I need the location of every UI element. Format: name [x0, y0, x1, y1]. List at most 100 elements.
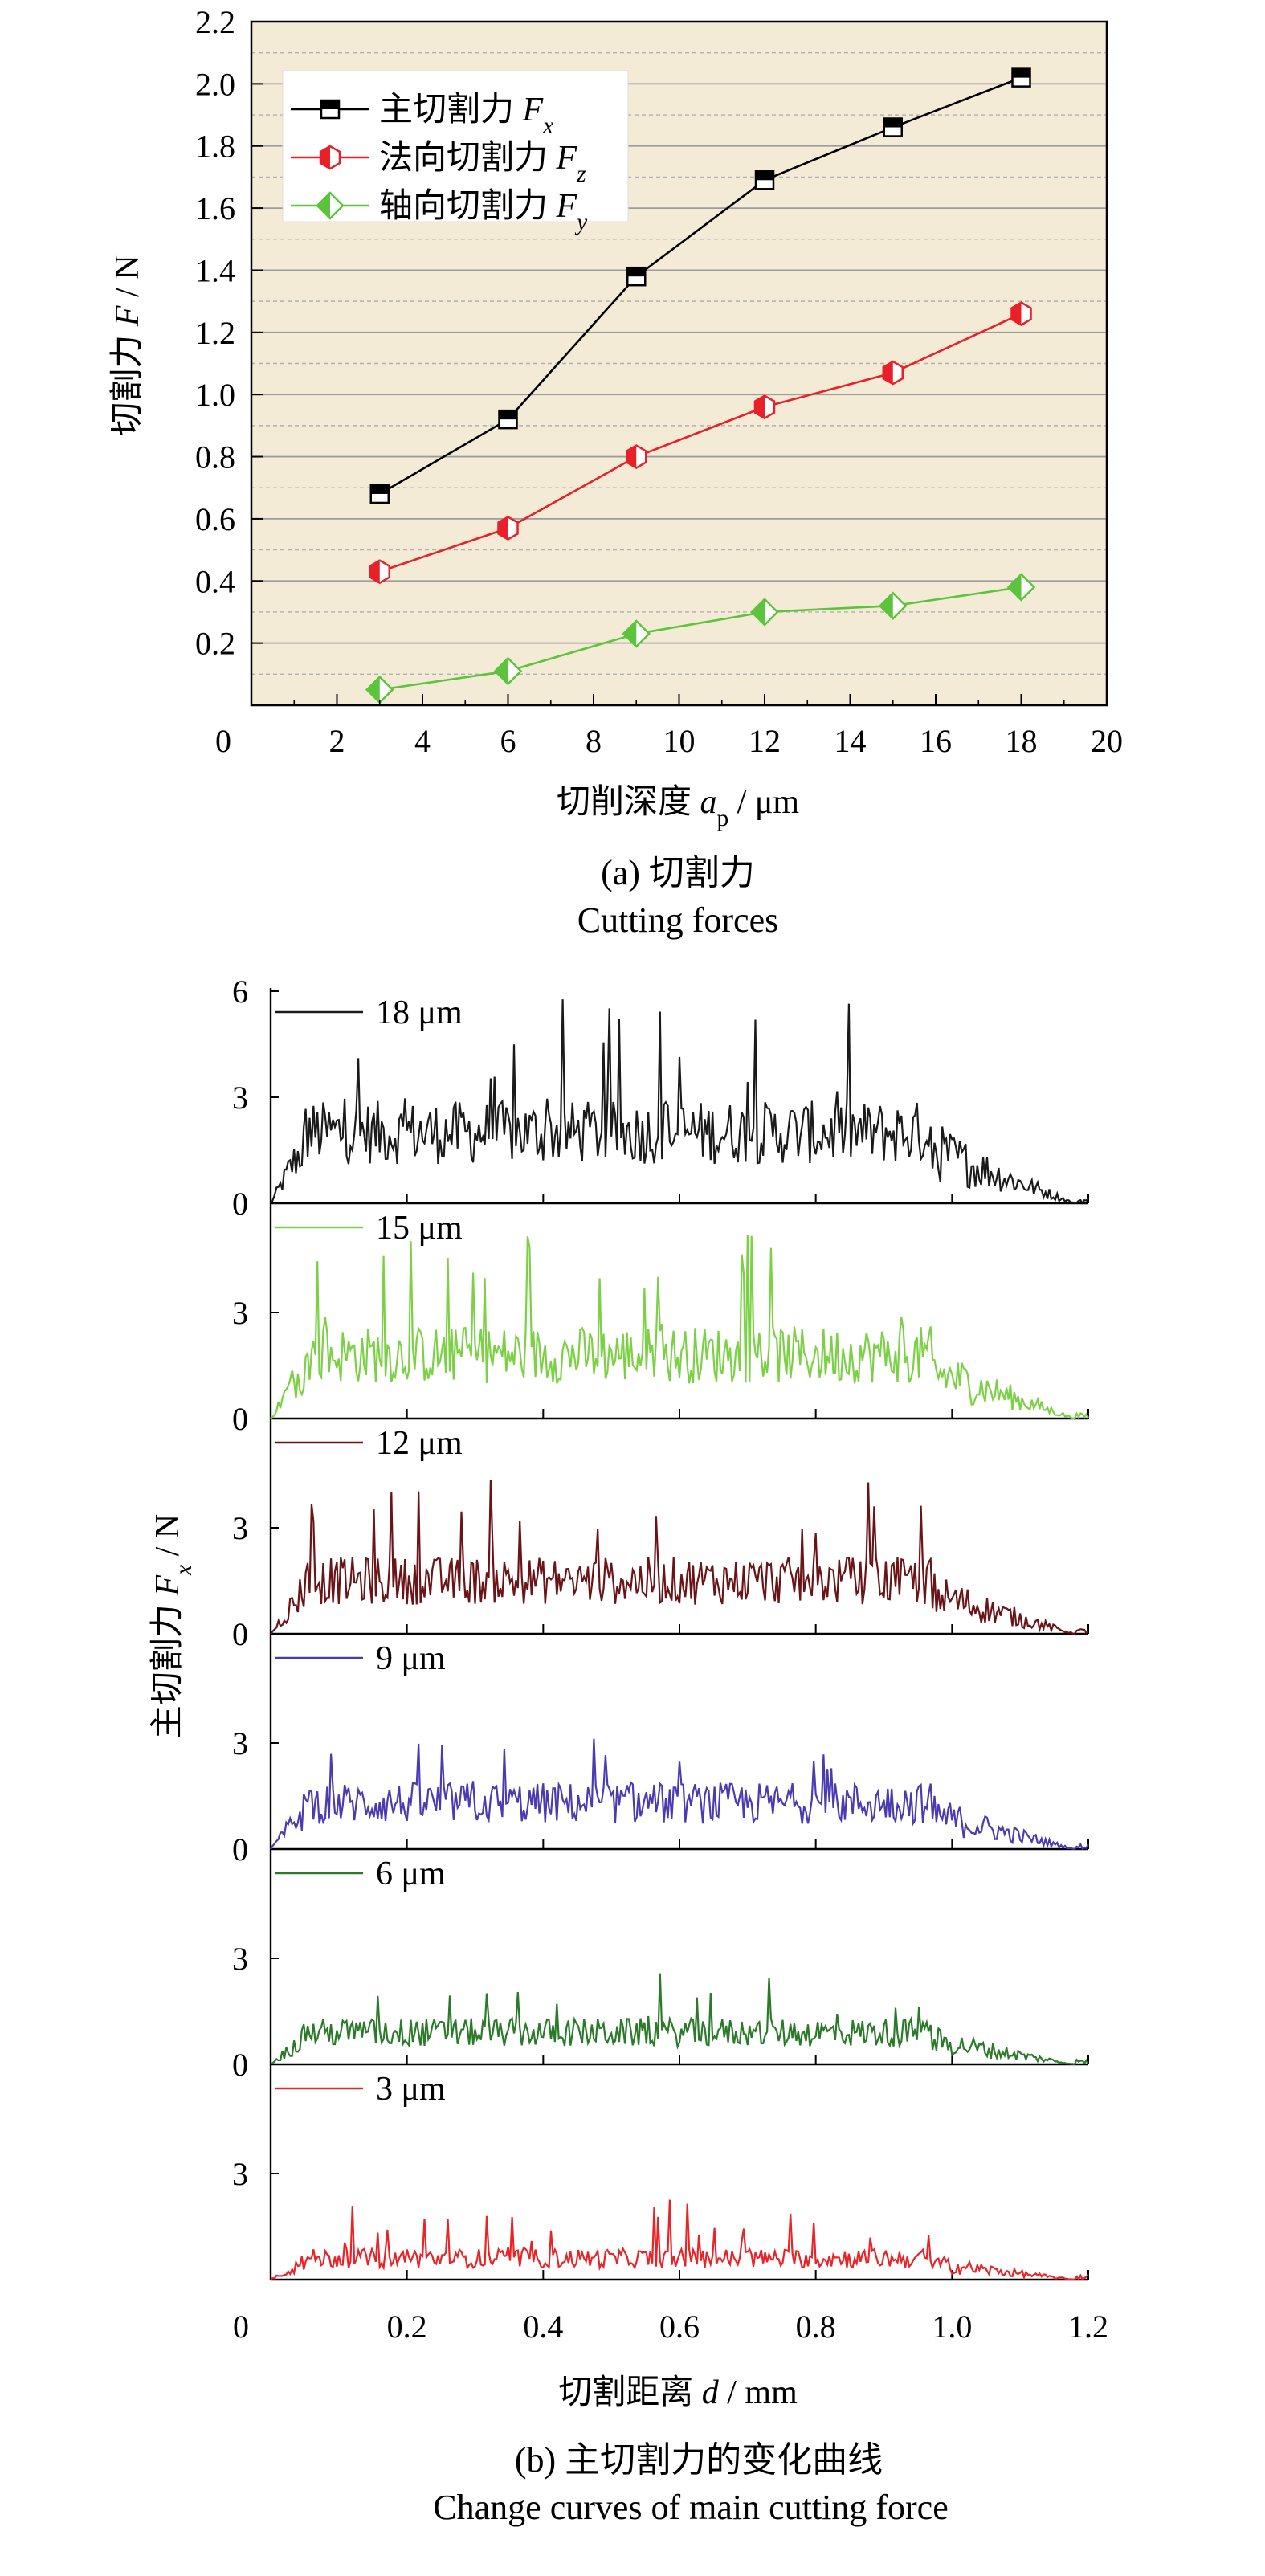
marker-fill — [499, 410, 517, 420]
data-point — [882, 360, 904, 386]
marker-fill — [883, 118, 902, 128]
x-tick-label: 8 — [586, 723, 602, 759]
panel-y-tick-label: 6 — [232, 974, 248, 1010]
panel-6-μm: 0 3 6 μm — [232, 1849, 1089, 2083]
marker-fill — [317, 193, 330, 218]
legend-marker — [320, 99, 341, 120]
data-point — [626, 444, 647, 469]
y-tick-label: 2.2 — [195, 4, 235, 40]
panel-y-tick-label: 3 — [232, 1295, 248, 1331]
data-point — [883, 117, 903, 137]
data-point — [750, 598, 779, 627]
y-tick-label: 0.6 — [195, 501, 235, 537]
panel-legend-label: 6 μm — [376, 1855, 446, 1892]
data-point — [365, 675, 394, 704]
grid — [251, 51, 1107, 676]
marker-fill — [879, 593, 893, 619]
panel-15-μm: 0 3 15 μm — [232, 1203, 1089, 1437]
panel-signal-line — [270, 1973, 1089, 2066]
panel-y-tick-label: 0 — [232, 1616, 248, 1652]
data-point — [622, 619, 651, 648]
x-axis-ticks: 0 0.2 0.4 0.6 0.8 1.0 1.2 — [233, 2309, 1108, 2345]
cutting-forces-chart: 0 2 4 6 8 10 12 14 16 18 20 0.2 0.4 0.6 0.8 1.0 1.2 1.4 1… — [109, 4, 1123, 940]
legend-label: 主切割力 Fx — [379, 92, 553, 139]
y-axis-label: 切割力 F / N — [109, 255, 146, 435]
panel-12-μm: 0 3 12 μm — [232, 1419, 1089, 1652]
marker-fill — [883, 361, 893, 385]
x-tick-label: 6 — [500, 723, 516, 759]
marker-fill — [627, 267, 646, 277]
panel-legend-label: 3 μm — [376, 2071, 446, 2108]
x-tick-label: 0.4 — [523, 2309, 563, 2345]
panel-y-tick-label: 3 — [232, 1510, 248, 1546]
marker-fill — [1011, 302, 1022, 325]
y-tick-label: 0.2 — [195, 626, 235, 662]
x-tick-label: 0 — [233, 2309, 249, 2345]
series-markers — [365, 67, 1036, 704]
panel-legend-label: 18 μm — [376, 994, 463, 1031]
marker-fill — [752, 598, 765, 625]
data-point — [626, 266, 647, 287]
marker-fill — [755, 395, 765, 418]
x-tick-label: 1.0 — [932, 2309, 972, 2345]
x-tick-label: 14 — [834, 723, 867, 759]
marker-fill — [756, 171, 773, 181]
stacked-panels: 0 3 6 18 μm 0 3 15 μm 0 3 12 μm 0 3 9 μm 0 3 6 μm 3 3 μm — [232, 974, 1089, 2281]
data-point — [497, 516, 519, 541]
marker-fill — [370, 484, 389, 494]
x-axis-label: 切削深度 ap / μm — [557, 784, 799, 831]
y-tick-label: 0.4 — [195, 563, 235, 599]
x-axis-ticks: 0 2 4 6 8 10 12 14 16 18 20 — [215, 694, 1123, 759]
caption-a-line2: Cutting forces — [577, 900, 779, 940]
panel-y-tick-label: 0 — [232, 1186, 248, 1222]
data-point — [1011, 67, 1031, 88]
x-tick-label: 12 — [749, 723, 781, 759]
panel-signal-line — [270, 1235, 1089, 1420]
y-tick-label: 1.4 — [195, 252, 235, 288]
x-tick-label: 0.2 — [387, 2309, 427, 2345]
panel-y-tick-label: 3 — [232, 1941, 248, 1977]
x-tick-label: 10 — [663, 723, 696, 759]
series-lines — [379, 76, 1022, 691]
legend-label: 轴向切割力 Fy — [379, 188, 588, 235]
data-point — [1010, 301, 1032, 327]
caption-a-line1: (a) 切割力 — [601, 853, 755, 892]
data-point — [498, 409, 518, 430]
x-tick-label: 20 — [1091, 723, 1123, 759]
marker-fill — [320, 146, 330, 169]
marker-fill — [498, 516, 508, 540]
marker-fill — [366, 676, 380, 703]
data-point — [753, 394, 776, 420]
legend-box — [282, 70, 629, 222]
y-axis-label: 主切割力 Fx / N — [149, 1514, 197, 1739]
x-tick-label: 16 — [920, 723, 952, 759]
panel-y-tick-label: 3 — [232, 1080, 248, 1116]
y-tick-label: 1.2 — [195, 315, 235, 351]
panel-3-μm: 3 3 μm — [232, 2064, 1089, 2281]
panel-signal-line — [270, 1738, 1089, 1851]
panel-9-μm: 0 3 9 μm — [232, 1634, 1089, 1868]
panel-signal-line — [270, 1480, 1089, 1635]
marker-fill — [1012, 68, 1030, 78]
data-point — [754, 170, 775, 190]
data-point — [369, 559, 390, 585]
panel-signal-line — [270, 2199, 1089, 2281]
marker-fill — [321, 100, 339, 109]
y-tick-label: 0.8 — [195, 439, 235, 476]
panel-y-tick-label: 3 — [232, 2156, 248, 2192]
panel-18-μm: 0 3 6 18 μm — [232, 974, 1089, 1222]
y-tick-label: 1.0 — [195, 377, 235, 413]
data-point — [878, 591, 908, 620]
marker-fill — [626, 445, 637, 468]
series-line-1 — [379, 312, 1022, 573]
y-tick-label: 1.8 — [195, 129, 235, 165]
panel-signal-line — [270, 999, 1089, 1205]
marker-fill — [495, 658, 508, 684]
legend-marker — [316, 191, 345, 220]
marker-fill — [369, 560, 380, 583]
panel-legend-label: 15 μm — [376, 1210, 463, 1247]
panel-y-tick-label: 0 — [232, 1831, 248, 1868]
x-axis-label: 切割距离 d / mm — [558, 2374, 798, 2411]
